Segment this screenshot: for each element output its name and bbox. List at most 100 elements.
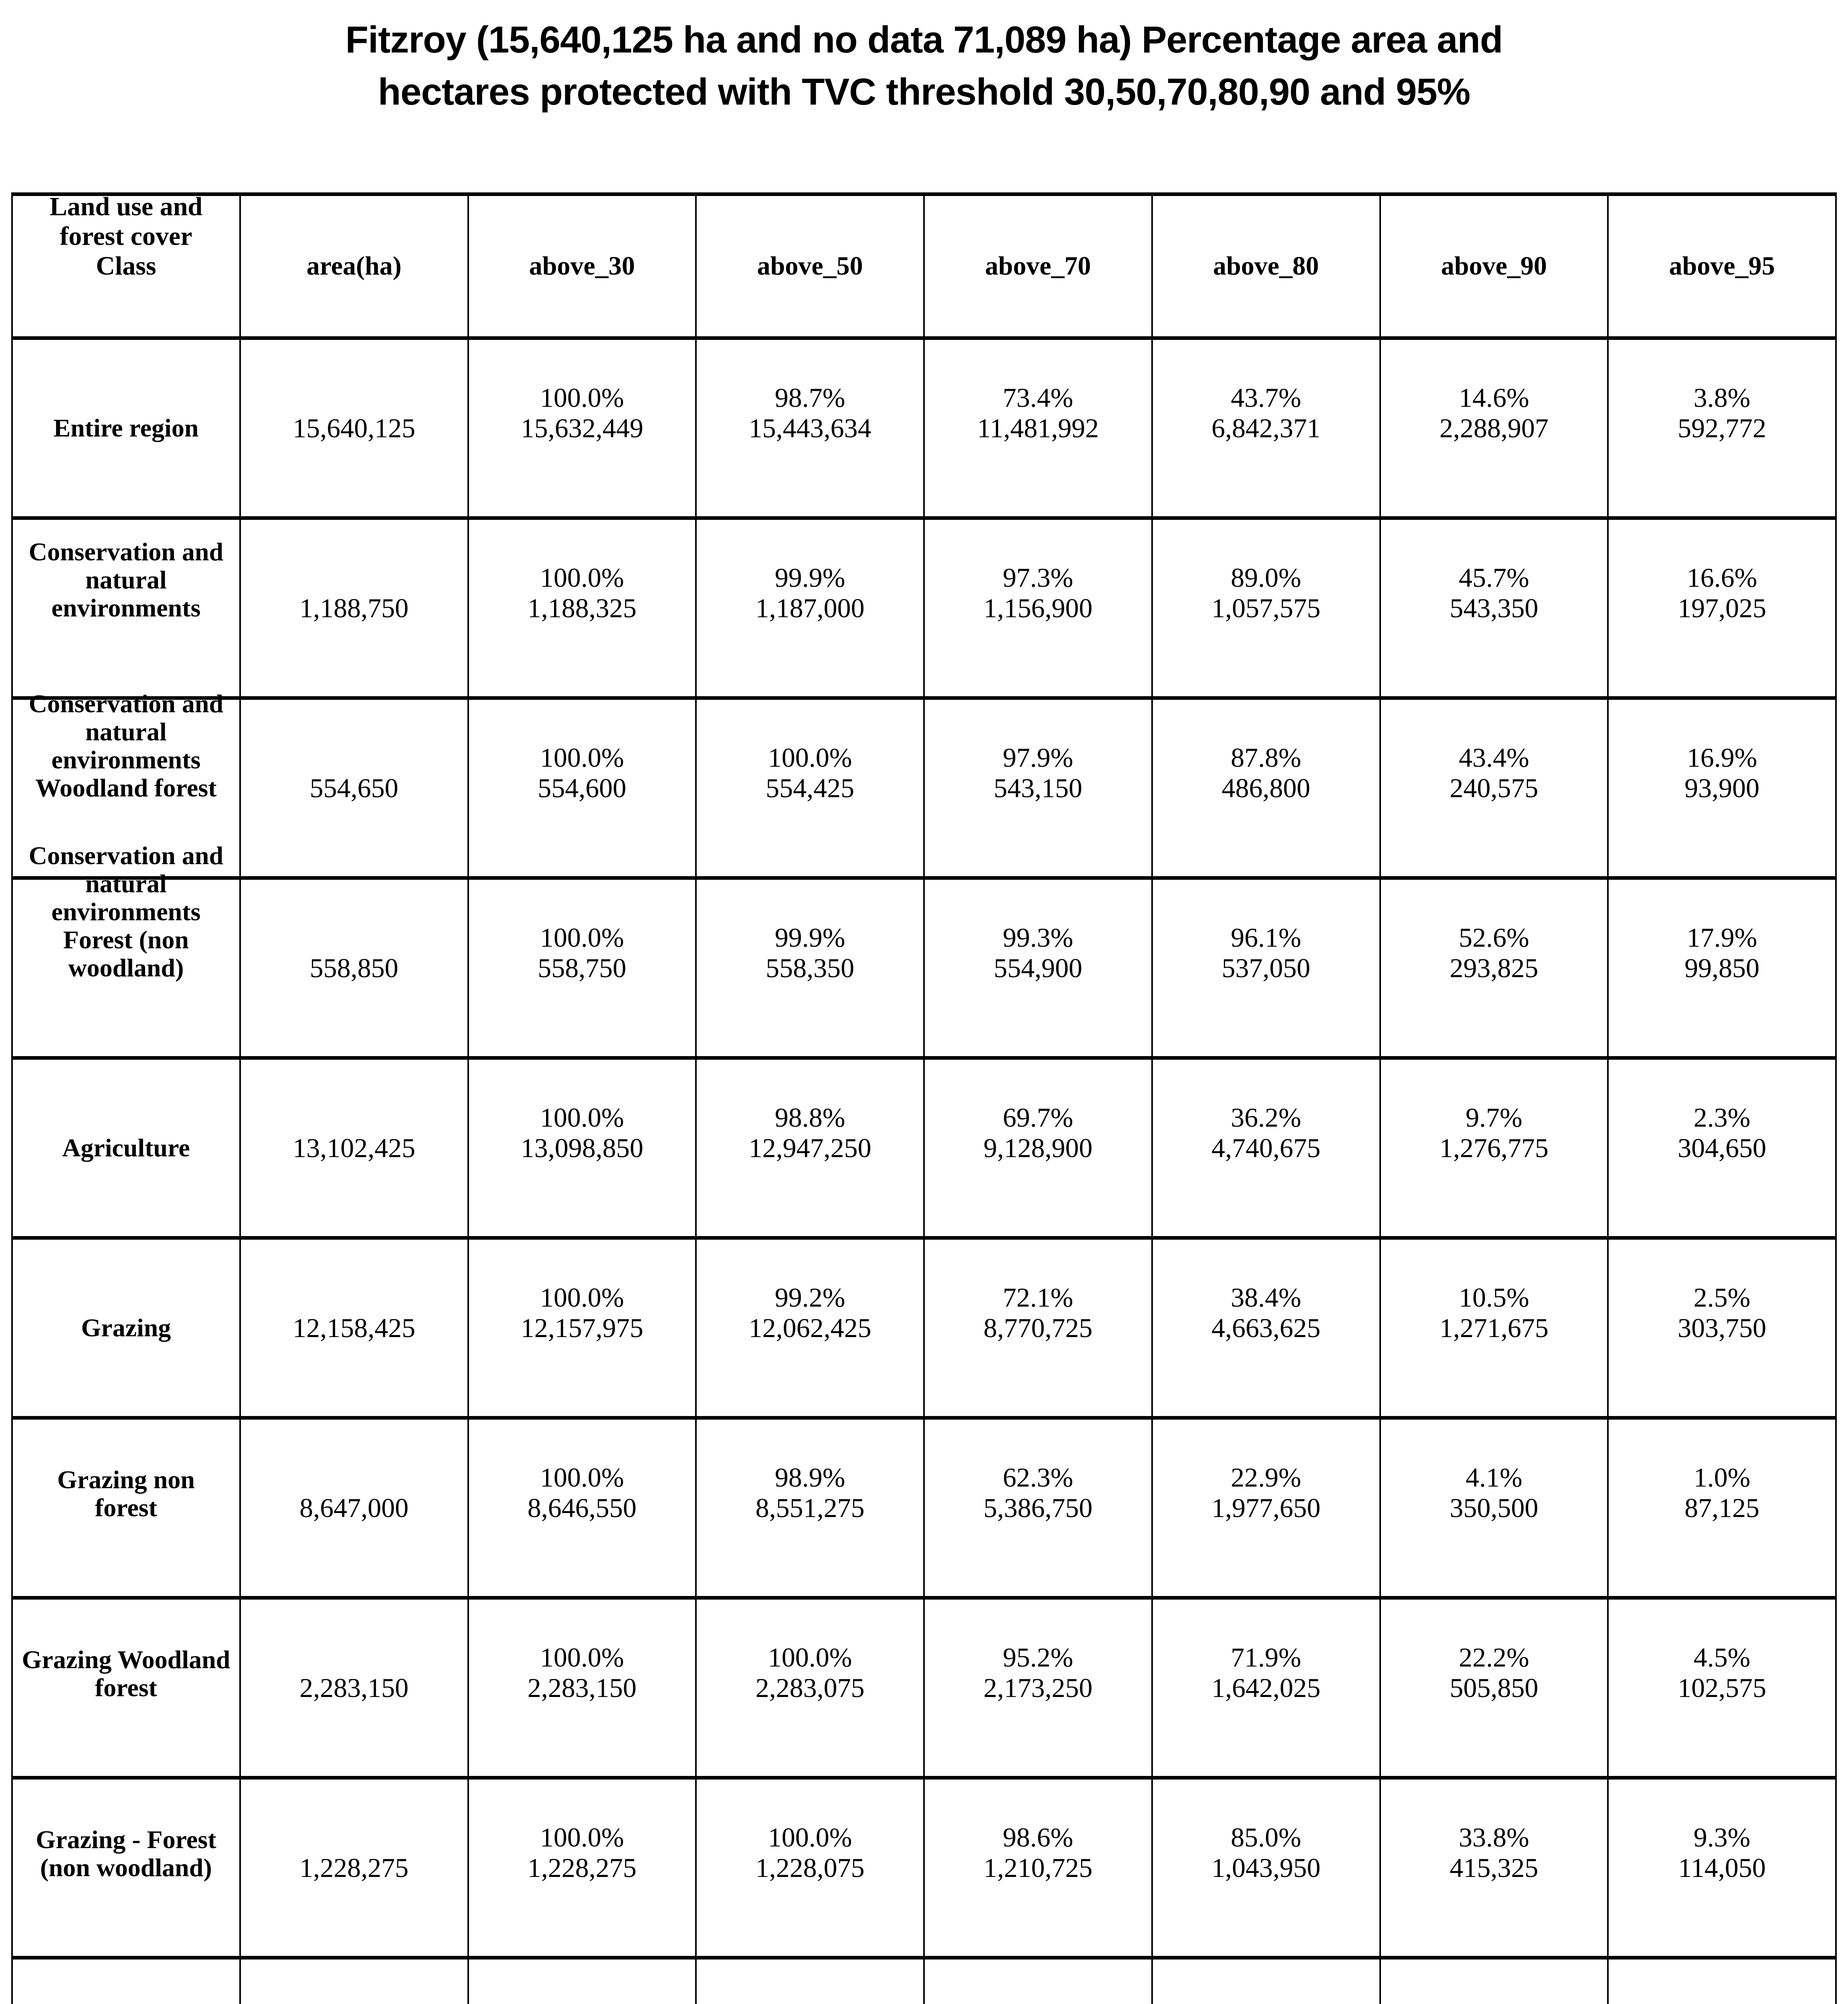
hectares-value: 350,500 xyxy=(1450,1493,1539,1523)
value-cell: 99.9% 558,350 xyxy=(697,880,923,1056)
page-title: Fitzroy (15,640,125 ha and no data 71,08… xyxy=(0,14,1848,118)
percent-value: 100.0% xyxy=(540,1282,624,1313)
header-cell: above_50 xyxy=(697,196,923,336)
value-cell: 9.7% 1,276,775 xyxy=(1381,1060,1607,1236)
percent-value: 7.4% xyxy=(1153,2002,1379,2004)
percent-value: 100.0% xyxy=(768,1822,852,1852)
hectares-value: 2,173,250 xyxy=(983,1673,1093,1703)
value-cell: 85.0% 1,043,950 xyxy=(1152,1780,1379,1956)
percent-value: 98.9% xyxy=(774,1462,845,1493)
data-table: Land use and forest cover Class area(ha) a… xyxy=(11,192,1837,2004)
value-cell: 99.3% 554,900 xyxy=(925,880,1151,1056)
row-label-cell: Conservation and natural environments Fo… xyxy=(13,842,239,1056)
hectares-value: 486,800 xyxy=(1221,773,1310,803)
percent-value: 72.1% xyxy=(1003,1282,1074,1313)
area-value: 15,640,125 xyxy=(293,413,416,443)
value-cell: 22.2% 505,850 xyxy=(1381,1600,1607,1776)
value-cell: 0.1%625 xyxy=(1609,1960,1835,2004)
column-header-label: above_90 xyxy=(1441,251,1547,281)
hectares-value: 1,210,725 xyxy=(983,1852,1093,1883)
hectares-value: 537,050 xyxy=(1221,953,1310,983)
percent-value: 22.2% xyxy=(1459,1642,1529,1673)
hectares-value: 12,947,250 xyxy=(748,1133,871,1163)
column-header-label: above_95 xyxy=(1669,251,1775,281)
hectares-value: 12,062,425 xyxy=(748,1313,871,1343)
hectares-value: 93,900 xyxy=(1684,773,1760,803)
percent-value: 73.4% xyxy=(1003,382,1074,413)
value-cell: 99.2% 12,062,425 xyxy=(697,1240,923,1416)
hectares-value: 11,481,992 xyxy=(977,413,1099,443)
value-cell: 33.8% 415,325 xyxy=(1381,1780,1607,1956)
area-cell: 13,102,425 xyxy=(241,1060,467,1236)
percent-value: 22.9% xyxy=(1231,1462,1301,1493)
row-label-cell: Conservation and natural environments xyxy=(13,520,239,696)
area-cell: 558,850 xyxy=(241,880,467,1056)
row-label: Conservation and natural environments Wo… xyxy=(28,689,224,802)
value-cell: 1.0% 87,125 xyxy=(1609,1420,1835,1596)
hectares-value: 554,900 xyxy=(993,953,1082,983)
row-label: Grazing Woodland forest xyxy=(22,1645,230,1702)
value-cell: 52.6% 293,825 xyxy=(1381,880,1607,1056)
percent-value: 96.1% xyxy=(1231,922,1301,953)
hectares-value: 1,271,675 xyxy=(1439,1313,1549,1343)
percent-value: 100.0% xyxy=(540,922,624,953)
percent-value: 87.8% xyxy=(1231,742,1301,773)
row-label-cell: Grazing non forest xyxy=(13,1420,239,1596)
value-cell: 9.3% 114,050 xyxy=(1609,1780,1835,1956)
row-label-cell: Grazing xyxy=(13,1240,239,1416)
value-cell: 16.9% 93,900 xyxy=(1609,700,1835,876)
value-cell: 2.3% 304,650 xyxy=(1609,1060,1835,1236)
value-cell: 0.4%3,400 xyxy=(1381,1960,1607,2004)
value-cell: 100.0% 1,228,075 xyxy=(697,1780,923,1956)
row-label-cell: Grazing - Forest (non woodland) xyxy=(13,1780,239,1956)
hectares-value: 415,325 xyxy=(1450,1852,1539,1883)
percent-value: 99.2% xyxy=(774,1282,845,1313)
value-cell: 99.9% 1,187,000 xyxy=(697,520,923,696)
area-cell: 15,640,125 xyxy=(241,340,467,516)
row-label-cell: Grazing Woodland forest xyxy=(13,1600,239,1776)
percent-value: 16.9% xyxy=(1686,742,1757,773)
percent-value: 99.9% xyxy=(774,562,845,593)
header-cell: above_95 xyxy=(1609,196,1835,336)
hectares-value: 87,125 xyxy=(1684,1493,1760,1523)
area-cell: 1,228,275 xyxy=(241,1780,467,1956)
percent-value: 0.1% xyxy=(1609,2002,1835,2004)
area-cell: 554,650 xyxy=(241,700,467,876)
value-cell: 36.2% 4,740,675 xyxy=(1152,1060,1379,1236)
hectares-value: 293,825 xyxy=(1450,953,1539,983)
percent-value: 4.5% xyxy=(1693,1642,1751,1673)
hectares-value: 12,157,975 xyxy=(520,1313,643,1343)
header-cell: area(ha) xyxy=(241,196,467,336)
header-cell: above_30 xyxy=(469,196,696,336)
row-label-cell: Agriculture xyxy=(13,1060,239,1236)
hectares-value: 505,850 xyxy=(1450,1673,1539,1703)
percent-value: 2.3% xyxy=(1693,1102,1751,1133)
hectares-value: 543,350 xyxy=(1450,593,1539,623)
percent-value: 99.3% xyxy=(1003,922,1074,953)
value-cell: 98.8% 12,947,250 xyxy=(697,1060,923,1236)
hectares-value: 15,443,634 xyxy=(748,413,871,443)
hectares-value: 4,663,625 xyxy=(1211,1313,1321,1343)
area-value: 12,158,425 xyxy=(293,1313,416,1343)
hectares-value: 558,750 xyxy=(538,953,627,983)
hectares-value: 4,740,675 xyxy=(1211,1133,1321,1163)
header-cell: Land use and forest cover Class xyxy=(13,192,239,336)
hectares-value: 114,050 xyxy=(1678,1852,1766,1883)
hectares-value: 99,850 xyxy=(1684,953,1760,983)
percent-value: 95.2% xyxy=(1003,1642,1074,1673)
hectares-value: 9,128,900 xyxy=(983,1133,1093,1163)
percent-value: 3.8% xyxy=(1693,382,1751,413)
hectares-value: 2,283,075 xyxy=(755,1673,865,1703)
value-cell: 97.9% 543,150 xyxy=(925,700,1151,876)
column-header-label: Land use and forest cover Class xyxy=(49,192,203,281)
hectares-value: 197,025 xyxy=(1678,593,1767,623)
value-cell: 98.9% 8,551,275 xyxy=(697,1420,923,1596)
value-cell: 96.1% 537,050 xyxy=(1152,880,1379,1056)
value-cell: 87.8% 486,800 xyxy=(1152,700,1379,876)
value-cell: 94.1%764,500 xyxy=(697,1960,923,2004)
header-cell: above_90 xyxy=(1381,196,1607,336)
value-cell: 43.7% 6,842,371 xyxy=(1152,340,1379,516)
percent-value: 14.6% xyxy=(1459,382,1529,413)
value-cell: 95.2% 2,173,250 xyxy=(925,1600,1151,1776)
percent-value: 100.0% xyxy=(768,742,852,773)
